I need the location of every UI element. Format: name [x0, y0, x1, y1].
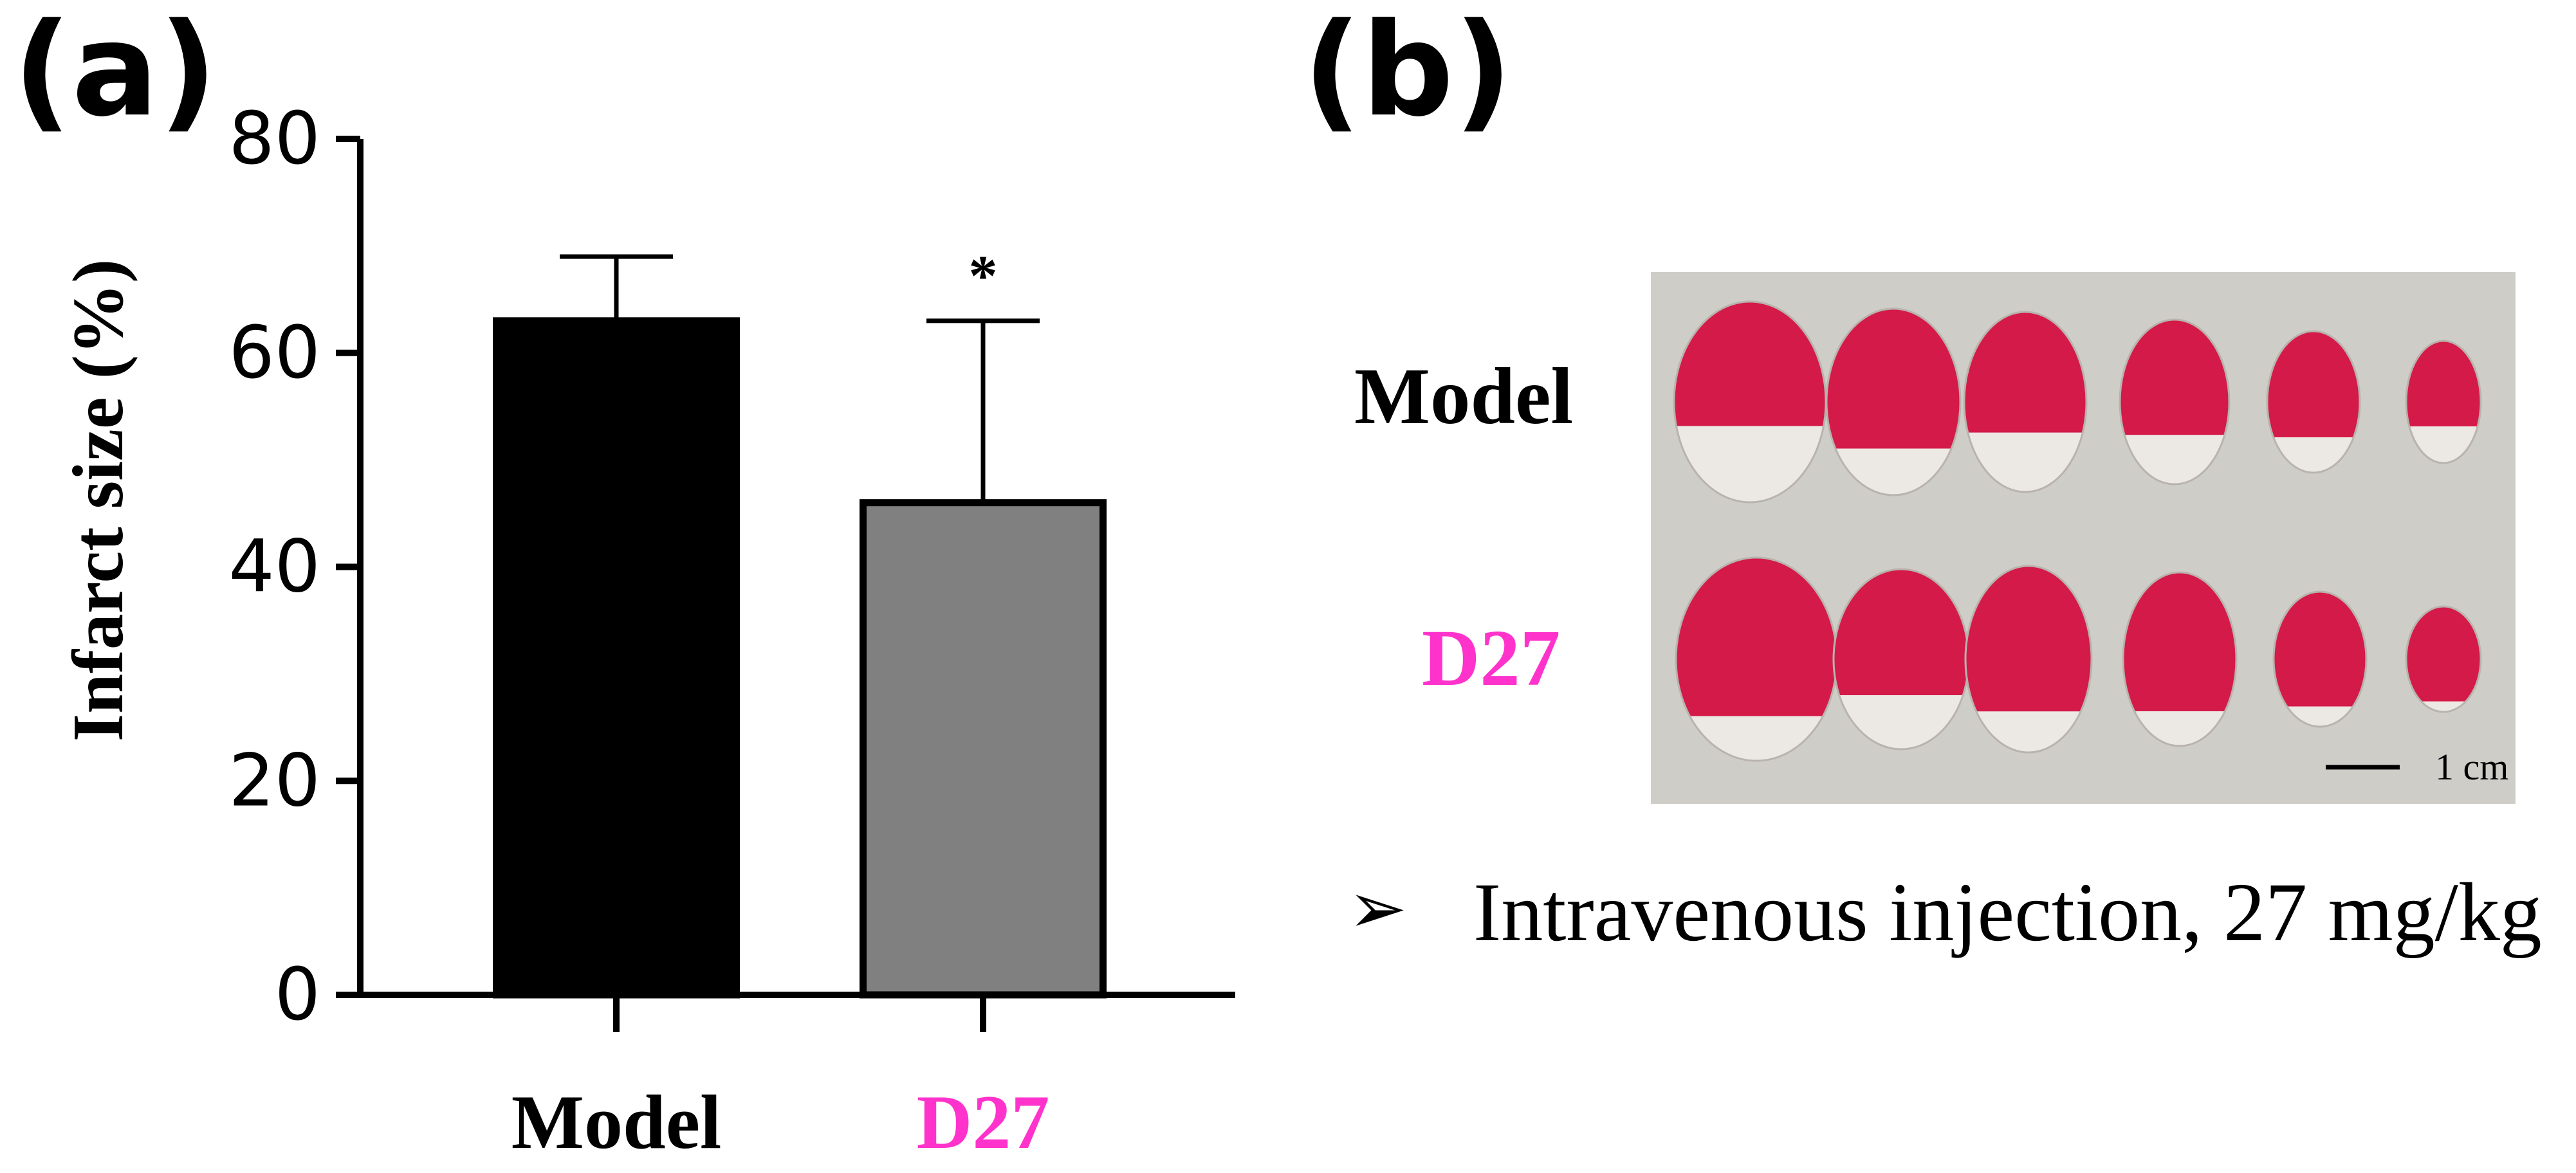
y-tick-label: 80	[228, 97, 320, 181]
brain-slice	[2406, 341, 2481, 463]
y-tick-label: 20	[228, 739, 320, 823]
x-tick-label-model: Model	[511, 1079, 722, 1165]
slice-outline	[2122, 571, 2238, 747]
row-label-model: Model	[1354, 352, 1573, 441]
slice-outline	[1964, 565, 2093, 754]
brain-slice	[1965, 566, 2092, 752]
y-tick-label: 60	[228, 311, 320, 395]
panel-b-label: (b)	[1303, 0, 1513, 145]
brain-slice	[1676, 558, 1837, 761]
row-label-d27: D27	[1422, 614, 1560, 703]
bar-model	[493, 317, 740, 999]
slice-outline	[1825, 307, 1962, 496]
injection-note: Intravenous injection, 27 mg/kg	[1473, 866, 2542, 959]
panel-a-label: (a)	[13, 0, 217, 145]
bullet-arrow-icon: ➢	[1348, 867, 1407, 949]
slice-outline	[1963, 311, 2088, 493]
slice-outline	[2405, 340, 2482, 464]
slice-outline	[2272, 590, 2368, 728]
brain-slice	[2120, 320, 2229, 484]
slice-outline	[2405, 605, 2482, 713]
y-tick-label: 40	[228, 525, 320, 609]
viable-tissue	[2274, 592, 2366, 727]
significance-marker: *	[969, 244, 998, 308]
viable-tissue	[2406, 606, 2481, 712]
y-axis-label: Infarct size (%)	[59, 259, 138, 742]
x-tick-label-d27: D27	[917, 1079, 1050, 1165]
bar-chart: Infarct size (%) 0 20 40 60 80 Model D27 *	[59, 97, 1235, 1165]
scale-bar-label: 1 cm	[2435, 746, 2508, 788]
tissue-photo-panel: Model D27 1 cm	[1354, 272, 2516, 804]
y-tick-label: 0	[275, 953, 320, 1037]
slice-outline	[2266, 330, 2361, 474]
slice-outline	[2119, 318, 2231, 486]
bar-d27	[860, 499, 1107, 999]
brain-slice	[2267, 331, 2360, 473]
